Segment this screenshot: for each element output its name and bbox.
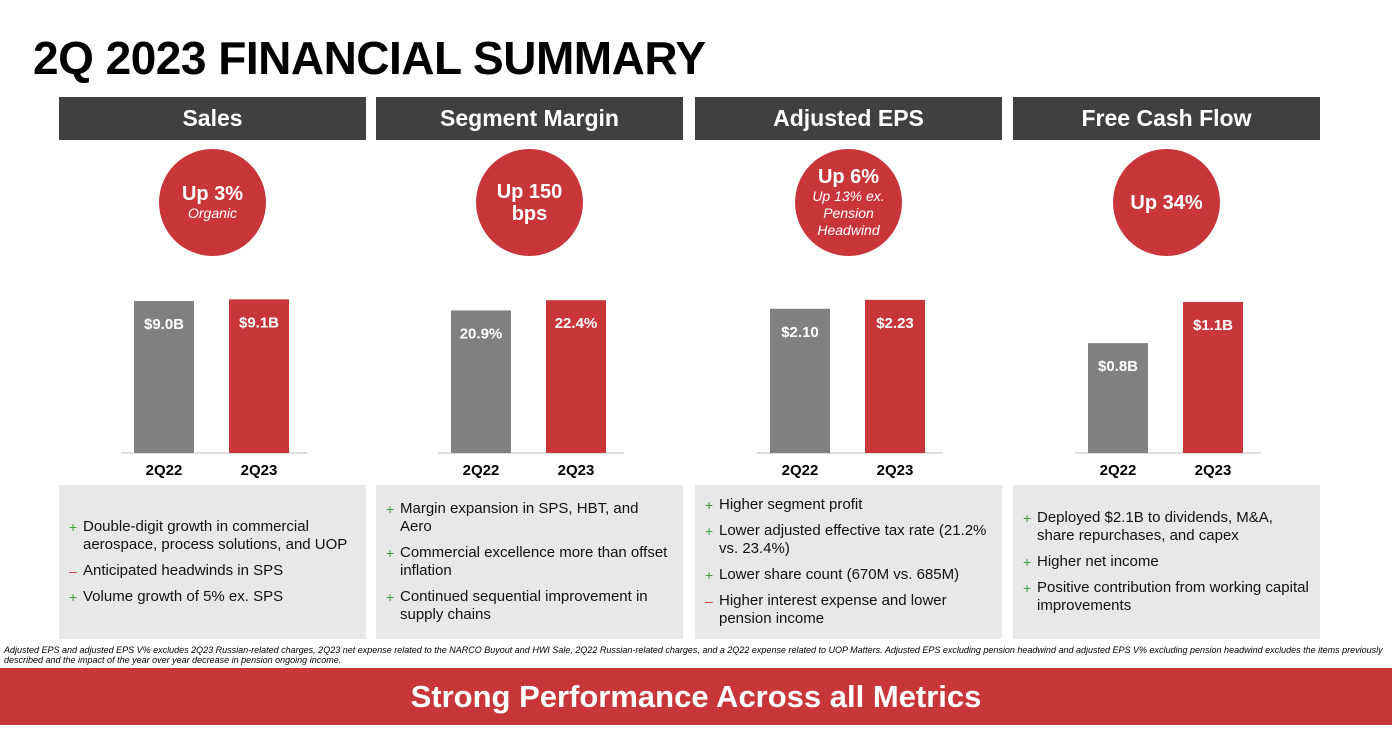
category-label: 2Q23	[241, 462, 278, 479]
note-item: + Higher net income	[1023, 553, 1310, 571]
category-label: 2Q22	[1100, 462, 1137, 479]
plus-icon: +	[69, 589, 78, 605]
plus-icon: +	[1023, 580, 1032, 596]
bar-2q23	[546, 300, 606, 453]
bar-value-label: 20.9%	[460, 325, 503, 342]
plus-icon: +	[705, 497, 714, 513]
minus-icon: –	[69, 563, 77, 579]
bar-2q22	[134, 301, 194, 453]
notes-list: + Deployed $2.1B to dividends, M&A, share…	[1013, 485, 1320, 639]
growth-badge-main: Up 150 bps	[496, 180, 563, 225]
category-label: 2Q22	[146, 462, 183, 479]
note-text: Positive contribution from working capit…	[1037, 579, 1309, 614]
panel-free-cash-flow: Free Cash Flow Up 34% $0.8B 2Q22 $1.1B 2Q23…	[1013, 97, 1320, 642]
note-item: + Volume growth of 5% ex. SPS	[69, 588, 356, 606]
growth-badge: Up 150 bps	[476, 149, 583, 256]
bar-value-label: $2.10	[781, 324, 819, 341]
note-text: Lower adjusted effective tax rate (21.2%…	[719, 522, 987, 557]
note-item: – Anticipated headwinds in SPS	[69, 562, 356, 580]
note-text: Volume growth of 5% ex. SPS	[83, 588, 284, 605]
plus-icon: +	[386, 589, 395, 605]
panel-header: Segment Margin	[376, 97, 683, 140]
summary-banner: Strong Performance Across all Metrics	[0, 668, 1392, 725]
note-item: + Lower adjusted effective tax rate (21.2…	[705, 522, 992, 558]
panel-adjusted-eps: Adjusted EPS Up 6% Up 13% ex. Pension He…	[695, 97, 1002, 642]
plus-icon: +	[705, 523, 714, 539]
plus-icon: +	[386, 501, 395, 517]
note-text: Deployed $2.1B to dividends, M&A, share …	[1037, 509, 1273, 544]
minus-icon: –	[705, 593, 713, 609]
bar-2q23	[865, 299, 925, 453]
growth-badge-main: Up 6%	[817, 166, 880, 188]
bar-value-label: $1.1B	[1193, 317, 1233, 334]
bar-value-label: $9.0B	[144, 316, 184, 333]
plus-icon: +	[69, 519, 78, 535]
note-item: + Deployed $2.1B to dividends, M&A, share…	[1023, 509, 1310, 545]
growth-badge: Up 34%	[1113, 149, 1220, 256]
bar-2q23	[229, 299, 289, 453]
category-label: 2Q23	[1195, 462, 1232, 479]
bar-chart: 20.9% 2Q22 22.4% 2Q23	[438, 300, 624, 479]
bar-chart: $2.10 2Q22 $2.23 2Q23	[757, 299, 943, 479]
bar-value-label: 22.4%	[555, 315, 598, 332]
note-item: + Continued sequential improvement in sup…	[386, 588, 673, 624]
notes-list: + Higher segment profit + Lower adjusted ef…	[695, 485, 1002, 639]
plus-icon: +	[1023, 554, 1032, 570]
growth-badge-main: Up 3%	[181, 183, 244, 205]
note-text: Commercial excellence more than offset i…	[400, 544, 668, 579]
plus-icon: +	[386, 545, 395, 561]
growth-badge-sub: Organic	[187, 205, 238, 221]
note-item: + Margin expansion in SPS, HBT, and Aero	[386, 500, 673, 536]
note-text: Double-digit growth in commercial aerosp…	[83, 518, 348, 553]
note-item: + Positive contribution from working capi…	[1023, 579, 1310, 615]
bar-value-label: $2.23	[876, 315, 914, 332]
growth-badge: Up 3% Organic	[159, 149, 266, 256]
panel-header: Sales	[59, 97, 366, 140]
note-item: + Lower share count (670M vs. 685M)	[705, 566, 992, 584]
note-item: + Higher segment profit	[705, 496, 992, 514]
plus-icon: +	[1023, 510, 1032, 526]
footnote: Adjusted EPS and adjusted EPS V% exclude…	[4, 645, 1383, 665]
growth-badge-main: Up 34%	[1130, 191, 1203, 214]
note-text: Lower share count (670M vs. 685M)	[719, 566, 960, 583]
bar-2q22	[770, 308, 830, 453]
bar-2q23	[1183, 301, 1243, 453]
note-text: Higher interest expense and lower pensio…	[719, 592, 947, 627]
note-text: Higher net income	[1037, 553, 1159, 570]
note-text: Anticipated headwinds in SPS	[83, 562, 284, 579]
bar-value-label: $0.8B	[1098, 358, 1138, 375]
category-label: 2Q23	[558, 462, 595, 479]
notes-list: + Double-digit growth in commercial aeros…	[59, 485, 366, 639]
growth-badge-sub: Up 13% ex. Pension Headwind	[812, 188, 885, 238]
note-text: Continued sequential improvement in supp…	[400, 588, 648, 623]
bar-chart: $0.8B 2Q22 $1.1B 2Q23	[1075, 301, 1261, 479]
category-label: 2Q23	[877, 462, 914, 479]
note-item: – Higher interest expense and lower pensi…	[705, 592, 992, 628]
note-item: + Commercial excellence more than offset …	[386, 544, 673, 580]
bar-chart: $9.0B 2Q22 $9.1B 2Q23	[121, 299, 307, 479]
bar-2q22	[451, 310, 511, 453]
notes-list: + Margin expansion in SPS, HBT, and Aero +…	[376, 485, 683, 639]
panel-header: Adjusted EPS	[695, 97, 1002, 140]
panel-segment-margin: Segment Margin Up 150 bps 20.9% 2Q22 22.4%…	[376, 97, 683, 642]
page-title: 2Q 2023 FINANCIAL SUMMARY	[33, 32, 706, 84]
note-text: Margin expansion in SPS, HBT, and Aero	[400, 500, 639, 535]
panel-sales: Sales Up 3% Organic $9.0B 2Q22 $9.1B 2Q23 +…	[59, 97, 366, 642]
bar-value-label: $9.1B	[239, 314, 279, 331]
category-label: 2Q22	[463, 462, 500, 479]
category-label: 2Q22	[782, 462, 819, 479]
panel-header: Free Cash Flow	[1013, 97, 1320, 140]
plus-icon: +	[705, 567, 714, 583]
note-text: Higher segment profit	[719, 496, 863, 513]
growth-badge: Up 6% Up 13% ex. Pension Headwind	[795, 149, 902, 256]
bar-2q22	[1088, 343, 1148, 453]
note-item: + Double-digit growth in commercial aeros…	[69, 518, 356, 554]
